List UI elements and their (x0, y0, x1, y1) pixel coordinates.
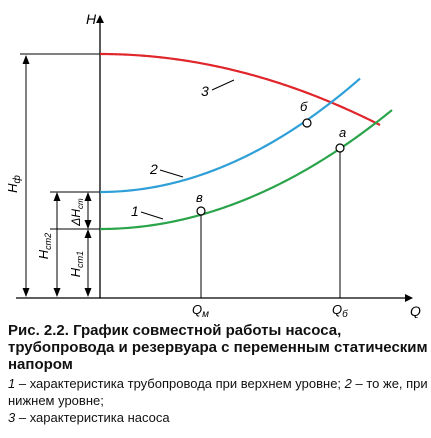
legend-1-number: 1 (8, 376, 16, 391)
pipeline-curve-upper-level (99, 77, 361, 194)
h-f-arrow-top (22, 55, 30, 64)
h-st1-arrow-top (84, 229, 92, 238)
delta-h-arrow-bottom (84, 220, 92, 229)
curve-2-label: 2 (149, 161, 158, 177)
q-b-tick-label: Qб (332, 302, 348, 318)
figure-caption: Рис. 2.2. График совместной работы насос… (8, 322, 428, 426)
curve-3-leader (211, 79, 235, 91)
operating-point-diagram: H Q Hф Hст2 Hст1 ΔHст б а в 3 2 1 Qм Qб (5, 11, 421, 318)
delta-h-arrow-top (84, 192, 92, 201)
h-st2-arrow-top (53, 192, 61, 201)
caption-legend: 1 – характеристика трубопровода при верх… (8, 375, 428, 426)
point-v-label: в (196, 190, 203, 205)
pipeline-curve-lower-level (99, 109, 393, 231)
legend-3-text: – характеристика насоса (15, 410, 170, 425)
point-a-marker (335, 143, 345, 153)
legend-2-number: 2 (344, 376, 352, 391)
delta-h-label: ΔHст (69, 198, 85, 227)
h-st1-label: Hст1 (68, 251, 85, 277)
h-st2-label: Hст2 (36, 233, 53, 259)
legend-1-text: – характеристика трубопровода при верхне… (15, 376, 345, 391)
q-m-tick-label: Qм (192, 302, 209, 318)
legend-2-text: – то же, при нижнем уровне; (8, 376, 428, 408)
curve-2-leader (159, 169, 184, 178)
curve-1-leader (140, 211, 164, 220)
h-st2-arrow-bottom (53, 288, 61, 297)
curve-3-label: 3 (201, 83, 209, 99)
h-f-label: Hф (5, 174, 23, 192)
point-b-marker (302, 118, 312, 128)
caption-title: Рис. 2.2. График совместной работы насос… (8, 322, 428, 373)
curve-1-label: 1 (131, 203, 139, 219)
pump-characteristic-curve (100, 52, 381, 127)
h-st1-arrow-bottom (84, 288, 92, 297)
point-v-marker (196, 206, 206, 216)
point-a-label: а (339, 125, 346, 140)
q-axis-label: Q (410, 303, 421, 318)
point-b-label: б (300, 99, 308, 114)
legend-3-number: 3 (8, 410, 16, 425)
h-axis-label: H (86, 11, 97, 27)
h-f-arrow-bottom (22, 288, 30, 297)
